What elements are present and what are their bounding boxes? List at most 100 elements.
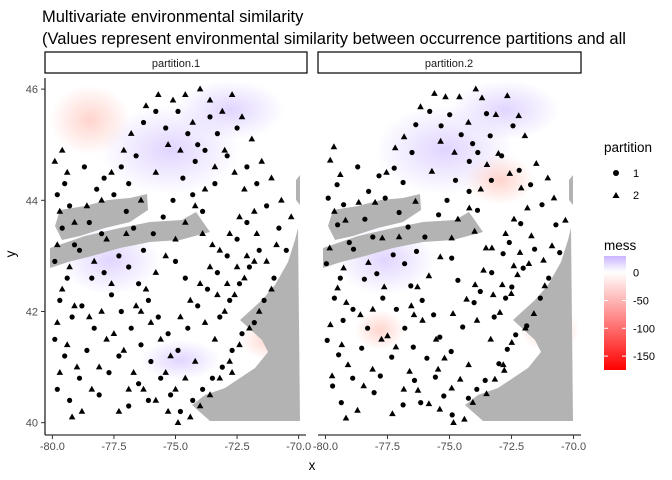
- point-p2-series-1-50: [441, 393, 447, 399]
- point-p2-series-2-5: [326, 244, 333, 251]
- point-p1-series-2-98: [152, 168, 160, 175]
- point-p1-series-2-14: [78, 407, 86, 414]
- point-p2-series-2-95: [357, 311, 364, 318]
- point-p2-series-2-88: [473, 316, 481, 323]
- point-p1-series-1-39: [283, 247, 289, 253]
- point-p1-series-2-46: [236, 341, 243, 348]
- point-p2-series-1-46: [482, 377, 488, 383]
- point-p1-series-1-80: [172, 258, 179, 264]
- point-p2-series-2-102: [471, 227, 478, 234]
- point-p1-series-1-76: [160, 214, 166, 220]
- colorbar-label-0: 0: [633, 268, 639, 280]
- point-p1-series-1-24: [133, 153, 139, 159]
- point-p1-series-1-70: [234, 236, 240, 242]
- point-p2-series-2-61: [425, 272, 433, 279]
- point-p2-series-2-69: [506, 170, 514, 176]
- point-p1-series-1-90: [96, 392, 102, 398]
- point-p1-series-2-22: [83, 202, 91, 209]
- point-p1-series-2-12: [56, 369, 64, 375]
- point-p1-series-1-56: [108, 292, 115, 298]
- point-p2-series-1-66: [471, 300, 477, 306]
- point-p2-series-1-75: [444, 197, 450, 203]
- point-p2-series-2-44: [530, 310, 538, 316]
- point-p1-series-1-21: [111, 192, 117, 198]
- point-p2-series-2-21: [379, 234, 386, 241]
- point-p2-series-1-28: [447, 112, 453, 118]
- point-p1-series-2-63: [172, 235, 179, 242]
- point-p2-series-2-47: [500, 361, 507, 368]
- point-p1-series-2-69: [231, 168, 238, 175]
- point-p1-series-2-23: [98, 196, 105, 203]
- point-p2-series-2-80: [432, 335, 440, 342]
- point-p2-series-1-79: [405, 224, 411, 230]
- point-p2-series-2-81: [419, 316, 426, 323]
- point-p1-series-2-0: [51, 157, 59, 164]
- point-p2-series-1-20: [376, 173, 382, 179]
- point-p1-series-2-40: [287, 213, 295, 220]
- point-p2-series-1-32: [487, 133, 493, 139]
- point-p2-series-1-26: [427, 108, 433, 114]
- point-p2-series-1-52: [424, 355, 430, 361]
- point-p2-series-2-26: [400, 133, 408, 140]
- point-p2-series-1-45: [496, 361, 502, 367]
- point-p1-series-1-38: [276, 225, 282, 231]
- point-p1-series-1-72: [200, 208, 206, 214]
- point-p1-series-1-58: [116, 253, 122, 259]
- point-p2-series-2-100: [451, 148, 458, 155]
- point-p1-series-2-88: [201, 319, 209, 325]
- point-p1-series-2-13: [68, 413, 76, 420]
- point-p1-series-1-10: [54, 386, 60, 392]
- point-p1-series-1-0: [54, 192, 60, 198]
- point-p2-series-1-62: [431, 312, 437, 318]
- fill-legend: mess 0 -50 -100 -150: [604, 238, 655, 370]
- chart-subtitle: (Values represent environmental similari…: [42, 30, 626, 48]
- point-p2-series-2-28: [431, 90, 438, 96]
- point-p2-series-1-53: [410, 344, 416, 350]
- point-p1-series-2-47: [226, 357, 233, 364]
- point-p2-series-2-45: [522, 324, 529, 331]
- point-p2-series-1-60: [408, 283, 414, 289]
- point-p2-series-2-25: [391, 144, 399, 151]
- point-p2-series-2-70: [517, 184, 525, 191]
- point-p1-series-2-5: [54, 241, 61, 248]
- point-p2-series-1-71: [518, 221, 524, 227]
- point-p2-series-1-85: [520, 265, 526, 271]
- point-p2-series-1-22: [391, 165, 397, 171]
- point-p2-series-1-0: [325, 195, 331, 201]
- point-p2-series-1-70: [506, 239, 512, 246]
- point-p2-series-1-48: [465, 395, 471, 401]
- point-p2-series-1-13: [359, 345, 365, 351]
- point-p2-series-1-86: [532, 246, 538, 252]
- point-p1-series-2-81: [147, 319, 155, 325]
- point-p2-series-1-7: [340, 317, 346, 323]
- point-p2-series-1-95: [418, 400, 424, 406]
- point-p2-series-1-97: [346, 239, 352, 246]
- point-p1-series-2-64: [182, 218, 189, 225]
- point-p1-series-2-6: [66, 263, 73, 270]
- point-p1-series-1-22: [118, 164, 124, 170]
- land-mask-2: [323, 175, 573, 421]
- point-p1-series-1-67: [204, 286, 211, 292]
- point-p2-series-2-94: [400, 385, 408, 392]
- point-p1-series-1-63: [165, 331, 171, 337]
- point-p2-series-1-65: [460, 324, 466, 330]
- point-p2-series-1-90: [371, 390, 377, 396]
- point-p1-series-2-10: [63, 341, 71, 348]
- point-p1-series-1-11: [67, 397, 73, 403]
- point-p1-series-2-28: [155, 91, 162, 97]
- x-tick-label-p1-0: -80.0: [40, 441, 65, 453]
- point-p1-series-1-50: [168, 392, 174, 398]
- point-p2-series-1-25: [413, 122, 419, 128]
- colorbar-ticks: 0 -50 -100 -150: [604, 268, 655, 363]
- point-p1-series-2-70: [241, 185, 248, 192]
- point-p1-series-2-93: [115, 407, 123, 414]
- shape-legend-title: partition: [604, 140, 652, 155]
- point-p2-series-2-1: [330, 143, 338, 150]
- point-p1-series-2-51: [187, 413, 194, 420]
- x-tick-label-p1-1: -77.5: [101, 441, 126, 453]
- point-p2-series-1-61: [419, 297, 425, 303]
- point-p2-series-2-97: [412, 197, 419, 204]
- point-p1-series-2-74: [216, 246, 224, 253]
- point-p2-series-2-48: [491, 375, 499, 382]
- point-p2-series-2-54: [425, 400, 433, 407]
